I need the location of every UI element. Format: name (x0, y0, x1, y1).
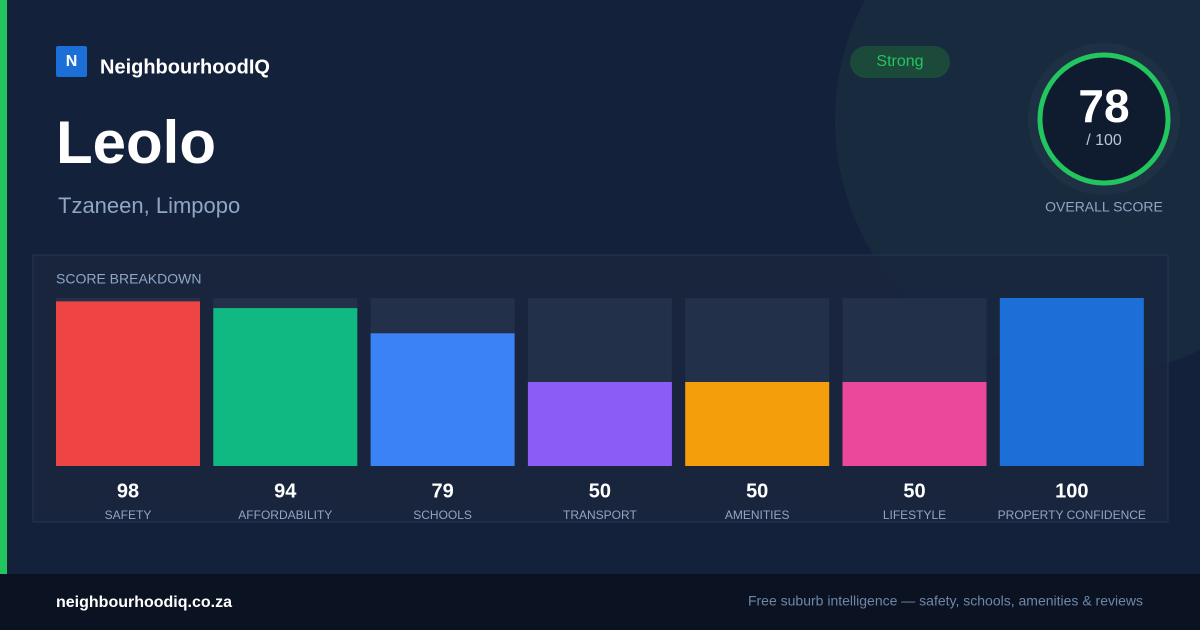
category-label: LIFESTYLE (883, 508, 946, 522)
bar (842, 382, 987, 466)
location: Tzaneen, Limpopo (58, 193, 240, 218)
category-label: SCHOOLS (413, 508, 472, 522)
value-label: 98 (117, 480, 139, 502)
value-label: 50 (903, 480, 925, 502)
bar (685, 382, 830, 466)
footer-site: neighbourhoodiq.co.za (56, 594, 232, 611)
logo-box (56, 46, 87, 77)
value-label: 79 (431, 480, 453, 502)
category-label: AMENITIES (725, 508, 790, 522)
bar (527, 382, 672, 466)
bar-chart: 98 SAFETY 94 AFFORDABILITY 79 SCHOOLS 50 TRANSP… (56, 298, 1146, 522)
footer-tagline: Free suburb intelligence — safety, schoo… (748, 593, 1143, 609)
bar (56, 301, 200, 466)
badge (850, 46, 950, 78)
category-label: AFFORDABILITY (238, 508, 332, 522)
overall-score: 78 (1078, 80, 1129, 132)
logo-letter: N (66, 53, 78, 70)
score-ring (1037, 52, 1171, 186)
badge-text: Strong (876, 53, 923, 70)
footer-bar (0, 574, 1200, 630)
suburb-name: Leolo (56, 109, 216, 176)
category-label: TRANSPORT (563, 508, 637, 522)
chart-title: SCORE BREAKDOWN (56, 271, 201, 287)
overall-max: / 100 (1086, 132, 1122, 149)
overall-label: OVERALL SCORE (1045, 199, 1163, 215)
bar (213, 308, 358, 466)
brand-name: NeighbourhoodIQ (100, 56, 270, 78)
value-label: 94 (274, 480, 297, 502)
category-label: PROPERTY CONFIDENCE (998, 508, 1146, 522)
bar (370, 333, 515, 466)
accent-stripe (0, 0, 7, 574)
bar (999, 298, 1144, 466)
value-label: 100 (1055, 480, 1088, 502)
category-label: SAFETY (105, 508, 152, 522)
value-label: 50 (589, 480, 611, 502)
value-label: 50 (746, 480, 768, 502)
